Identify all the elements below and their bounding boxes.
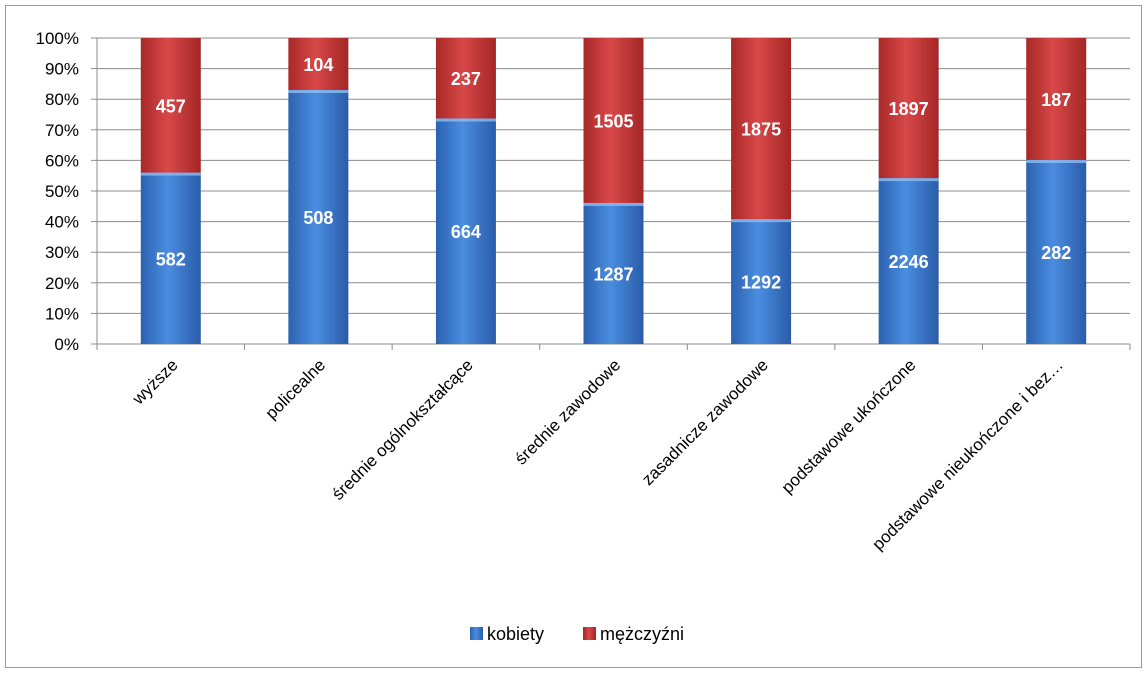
y-tick-label: 100% (36, 29, 79, 48)
bar-kobiety (140, 172, 201, 344)
y-tick-label: 60% (45, 151, 79, 170)
bars (140, 38, 1087, 344)
bar-mezczyzni (288, 38, 349, 90)
bar-kobiety-highlight (1026, 160, 1087, 164)
data-label-kobiety: 2246 (889, 252, 929, 272)
category-label: średnie zawodowe (511, 355, 624, 468)
data-label-kobiety: 282 (1041, 243, 1071, 263)
category-labels: wyższe policealne średnie ogólnokształcące… (128, 355, 1067, 554)
data-label-mezczyzni: 457 (156, 96, 186, 116)
bar-kobiety (878, 178, 939, 344)
legend-swatch (470, 627, 483, 640)
data-label-mezczyzni: 104 (303, 55, 333, 75)
data-label-kobiety: 1292 (741, 273, 781, 293)
y-tick-label: 10% (45, 304, 79, 323)
bar-kobiety-highlight (140, 172, 201, 176)
bar-kobiety-highlight (878, 178, 939, 182)
bar-kobiety-highlight (731, 219, 792, 223)
y-tick-label: 80% (45, 90, 79, 109)
y-tick-label: 70% (45, 121, 79, 140)
legend: kobiety mężczyźni (470, 624, 684, 644)
category-label: wyższe (128, 355, 182, 409)
bar-mezczyzni (731, 38, 792, 220)
bar-kobiety-highlight (435, 118, 496, 122)
data-label-mezczyzni: 1505 (593, 111, 633, 131)
data-label-mezczyzni: 187 (1041, 90, 1071, 110)
category-label: policealne (262, 355, 330, 423)
data-label-kobiety: 508 (303, 208, 333, 228)
bar-mezczyzni (878, 38, 939, 179)
legend-swatch (583, 627, 596, 640)
bar-mezczyzni (583, 38, 644, 203)
data-label-mezczyzni: 1875 (741, 120, 781, 140)
bar-kobiety-highlight (583, 202, 644, 206)
y-tick-label: 40% (45, 213, 79, 232)
legend-label: mężczyźni (600, 624, 684, 644)
bar-kobiety (731, 219, 792, 344)
bar-kobiety-highlight (288, 90, 349, 93)
bar-kobiety (583, 202, 644, 344)
data-label-kobiety: 1287 (593, 264, 633, 284)
category-label: zasadnicze zawodowe (638, 355, 772, 489)
data-label-mezczyzni: 237 (451, 69, 481, 89)
bar-kobiety (288, 90, 349, 344)
legend-label: kobiety (487, 624, 544, 644)
bar-kobiety (435, 118, 496, 344)
bar-mezczyzni (1026, 38, 1087, 161)
y-tick-label: 20% (45, 274, 79, 293)
y-tick-label: 0% (54, 335, 79, 354)
y-tick-label: 50% (45, 182, 79, 201)
category-label: średnie ogólnokształcące (328, 355, 476, 503)
bar-kobiety (1026, 160, 1087, 344)
bar-mezczyzni (435, 38, 496, 119)
data-labels: 582 457 508 104 664 237 1287 1505 1292 1875 2246 18… (156, 55, 1071, 293)
data-label-mezczyzni: 1897 (889, 99, 929, 119)
y-tick-label: 90% (45, 60, 79, 79)
category-label: podstawowe ukończone (778, 355, 920, 497)
bar-mezczyzni (140, 38, 201, 173)
y-tick-label: 30% (45, 243, 79, 262)
data-label-kobiety: 664 (451, 222, 481, 242)
data-label-kobiety: 582 (156, 249, 186, 269)
